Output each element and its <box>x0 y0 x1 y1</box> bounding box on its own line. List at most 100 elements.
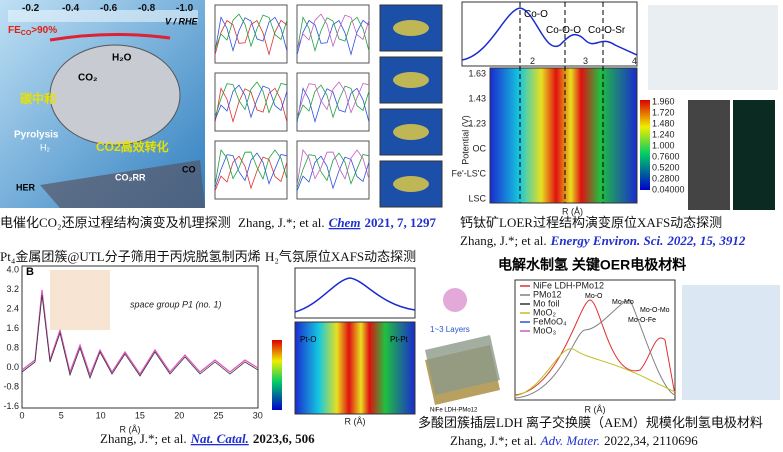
co: CO <box>182 164 196 174</box>
heatmap <box>294 321 416 415</box>
h2: H₂ <box>40 142 50 152</box>
title: H₂气氛原位XAFS动态探测 <box>265 249 416 264</box>
x-tick-label: 20 <box>174 410 184 420</box>
contour <box>393 20 429 36</box>
colorbar-label: 1.720 <box>652 107 675 117</box>
mini-curve <box>214 87 288 124</box>
legend-label: FeMoO₄ <box>533 316 567 326</box>
fe-curve <box>49 32 171 42</box>
mini-plot <box>214 140 288 200</box>
material: NiFe LDH-PMo12 <box>430 408 478 414</box>
legend-label: MoO₂ <box>533 307 557 317</box>
mini-curve <box>214 149 288 186</box>
mini-curve <box>296 81 370 118</box>
fit-curve <box>21 289 259 377</box>
y-tick-label: -0.8 <box>3 381 19 391</box>
legend-label: MoO₃ <box>533 325 557 335</box>
mini-curve <box>214 155 288 192</box>
co2rr: CO₂RR <box>115 172 146 182</box>
cluster <box>443 288 467 312</box>
colorbar <box>640 100 650 190</box>
y-tick-label: 0.0 <box>6 362 19 372</box>
chem-panel <box>214 4 443 208</box>
colorbar-label: 1.480 <box>652 118 675 128</box>
ldh-illustration <box>425 288 500 405</box>
carbon-neutral: 碳中和 <box>20 91 56 106</box>
x-tick-label: 10 <box>96 410 106 420</box>
potential-unit: V / RHE <box>165 16 199 26</box>
frame <box>514 279 676 401</box>
pyrolysis: Pyrolysis <box>14 130 59 141</box>
y-tick-label: LSC <box>468 193 486 203</box>
caption: 电催化CO₂还原过程结构演变及机理探测 <box>0 215 231 230</box>
citation: Zhang, J.*; et al. Adv. Mater. 2022,34, 21… <box>450 433 698 448</box>
curve <box>294 277 416 313</box>
citation: Zhang, J.*; et al. Nat. Catal. 2023,6, 506 <box>100 431 315 446</box>
colorbar-label: 0.2800 <box>652 173 680 183</box>
mini-plot <box>214 72 288 132</box>
x-label: R (Å) <box>345 416 366 426</box>
co2-panel <box>0 0 205 208</box>
caption: 多酸团簇插层LDH 离子交换膜（AEM）规模化制氢电极材料 <box>418 415 763 430</box>
colorbar-label: 1.240 <box>652 129 675 139</box>
her: HER <box>16 182 36 192</box>
curve <box>514 299 676 399</box>
title: 电解水制氢 关键OER电极材料 <box>498 257 686 273</box>
layers-label: 1~3 Layers <box>430 325 470 334</box>
legend-label: PMo12 <box>533 289 562 299</box>
panel-letter: B <box>26 266 34 278</box>
mini-curve <box>214 13 288 50</box>
colorbar-label: 1.000 <box>652 140 675 150</box>
mini-curve <box>214 81 288 118</box>
micro-panel <box>648 5 778 210</box>
legend-label: Mo foil <box>533 298 560 308</box>
loer-peaks: Co-O Co-O-O Co-O-Sr <box>524 9 626 36</box>
x-label: R (Å) <box>120 424 141 434</box>
x-tick-label: 5 <box>59 410 64 420</box>
mini-curve <box>296 84 370 121</box>
loer-panel <box>461 1 650 204</box>
contour <box>393 124 429 140</box>
y-tick-label: OC <box>473 143 487 153</box>
x-tick-label: 15 <box>135 410 145 420</box>
potential-bar <box>8 10 198 22</box>
potential-ticks: -0.2 -0.4 -0.6 -0.8 -1.0 <box>22 3 194 14</box>
y-tick-label: Fe'-LS'C <box>452 168 487 178</box>
y-tick-label: 0.8 <box>6 342 19 352</box>
space-group: space group P1 (no. 1) <box>130 299 222 309</box>
mini-curve <box>214 152 288 189</box>
colorbar-label: 1.960 <box>652 96 675 106</box>
mini-curve <box>296 13 370 50</box>
pt4-plot <box>21 265 259 409</box>
mini-curve <box>214 19 288 56</box>
mini-curve <box>296 19 370 56</box>
exafs-curve <box>461 7 638 61</box>
y-tick-label: -1.6 <box>3 401 19 411</box>
h2-plot <box>272 267 416 415</box>
curve <box>514 348 676 397</box>
gr-curve <box>21 294 259 380</box>
contour <box>393 176 429 192</box>
layers <box>425 335 500 395</box>
mini-plot <box>296 140 370 200</box>
y-tick-label: 1.23 <box>468 118 486 128</box>
colorbar-label: 0.04000 <box>652 184 685 194</box>
y-tick-label: 1.6 <box>6 323 19 333</box>
x-label: R (Å) <box>585 404 606 414</box>
mini-curve <box>296 155 370 192</box>
y-label: Potential (V) <box>460 115 470 165</box>
mini-curve <box>296 149 370 186</box>
contour <box>393 72 429 88</box>
exafs-frame <box>461 1 638 67</box>
mini-curve <box>296 16 370 53</box>
legend-label: NiFe LDH-PMo12 <box>533 280 604 290</box>
mini-plot <box>296 72 370 132</box>
eels-map <box>733 100 775 210</box>
colorbar-label: 0.5200 <box>652 162 680 172</box>
frame <box>294 267 416 319</box>
surface-plot <box>682 285 780 400</box>
mini-plot <box>214 4 288 64</box>
colorbar <box>272 340 282 410</box>
fe-label: FECO>90% <box>8 25 57 37</box>
